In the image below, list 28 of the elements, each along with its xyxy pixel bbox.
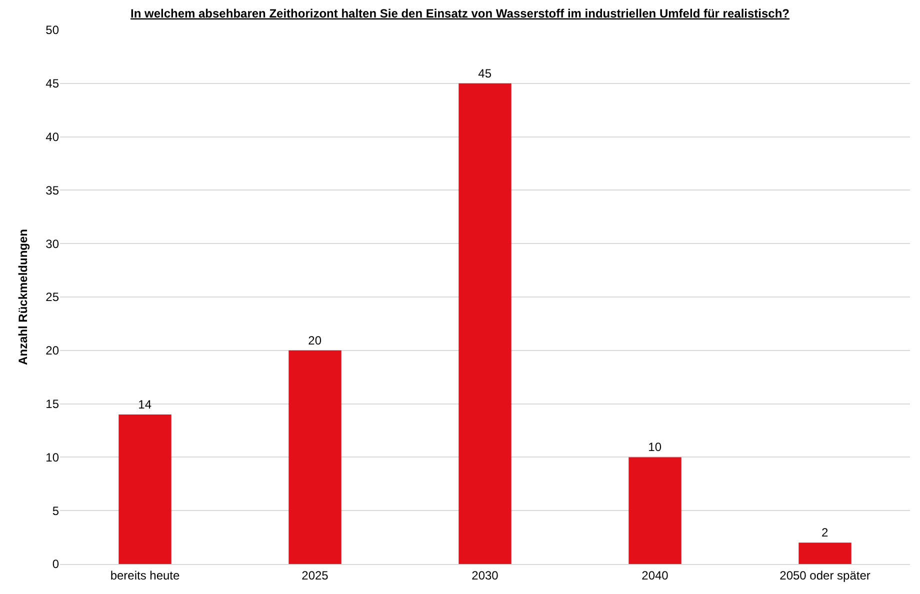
- data-label: 14: [138, 397, 152, 412]
- data-label: 10: [648, 440, 662, 454]
- x-tick-label: 2025: [302, 568, 329, 582]
- y-axis-title: Anzahl Rückmeldungen: [16, 228, 30, 366]
- y-tick-label: 30: [46, 236, 60, 251]
- x-tick-label: 2040: [642, 568, 669, 582]
- data-label: 20: [308, 333, 322, 348]
- y-tick-label: 0: [52, 557, 60, 572]
- y-tick-label: 5: [52, 504, 60, 518]
- y-tick-label: 35: [46, 183, 60, 198]
- bar: [798, 542, 852, 564]
- bar: [628, 457, 682, 564]
- x-tick-label: 2030: [472, 568, 499, 582]
- y-tick-label: 40: [46, 130, 60, 144]
- data-label: 45: [478, 66, 492, 80]
- bar: [288, 350, 342, 564]
- chart-title: In welchem absehbaren Zeithorizont halten Sie den Einsatz von Wasserstoff im industriellen Umfeld für realistisch?: [130, 6, 790, 20]
- data-label: 2: [822, 526, 828, 540]
- x-tick-label: bereits heute: [110, 568, 180, 582]
- x-tick-label: 2050 oder später: [780, 568, 870, 582]
- bar: [118, 414, 172, 564]
- y-tick-label: 10: [46, 450, 60, 464]
- y-tick-label: 25: [46, 290, 60, 304]
- bar: [458, 83, 512, 564]
- y-tick-label: 50: [46, 23, 60, 38]
- y-tick-label: 45: [46, 76, 60, 91]
- y-tick-label: 20: [46, 344, 60, 358]
- y-tick-label: 15: [46, 397, 60, 411]
